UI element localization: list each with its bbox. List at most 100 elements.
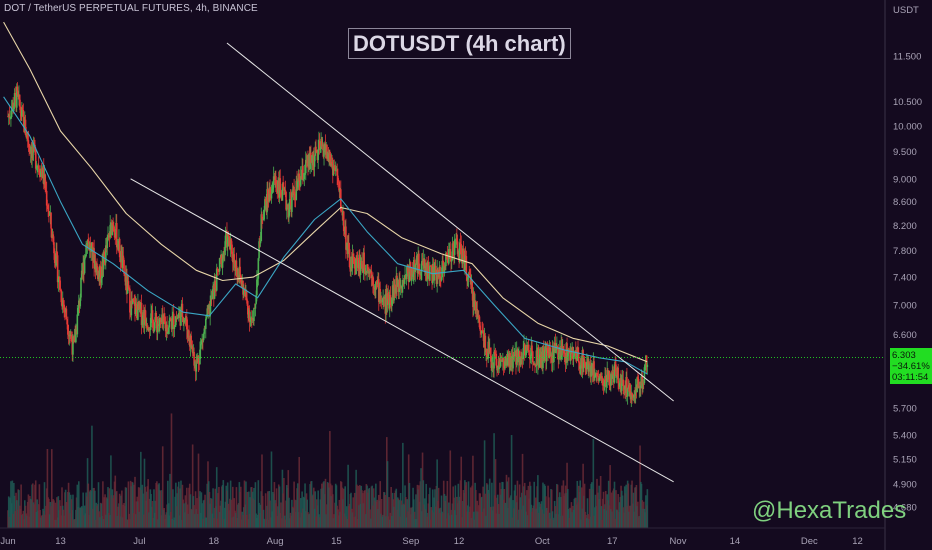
candle-body [272, 176, 275, 184]
candle-body [270, 193, 273, 199]
price-tick-label: 10.500 [893, 97, 922, 108]
candle-body [180, 307, 182, 326]
candle-body [45, 190, 48, 206]
volume-bar [298, 456, 301, 528]
candle-body [283, 187, 285, 191]
candle-body [543, 350, 546, 361]
candle-body [319, 148, 322, 150]
volume-bar [347, 464, 349, 528]
volume-bar [222, 480, 225, 528]
candle-body [8, 114, 11, 118]
volume-bar [482, 486, 484, 528]
candle-body [249, 319, 252, 322]
candle-body [35, 167, 38, 169]
volume-bar [275, 488, 278, 528]
candle-body [26, 132, 29, 141]
candle-body [261, 218, 264, 220]
candle-body [62, 300, 65, 305]
candle-body [342, 211, 345, 232]
candle-body [562, 346, 565, 351]
candle-body [206, 308, 209, 317]
candle-body [93, 248, 95, 269]
volume-bar [494, 459, 497, 528]
candle-body [50, 212, 52, 229]
candle-body [484, 335, 487, 352]
candle-body [57, 279, 60, 283]
volume-bar [91, 425, 93, 528]
volume-bar [156, 481, 158, 528]
volume-bar [448, 502, 450, 528]
time-tick-label: Dec [801, 536, 818, 547]
volume-bar [422, 480, 425, 528]
candle-body [604, 376, 607, 387]
volume-bar [465, 482, 468, 528]
candle-body [47, 207, 49, 212]
candle-body [449, 248, 452, 260]
price-tick-label: 6.600 [893, 330, 917, 341]
candle-body [197, 356, 200, 363]
candle-body [450, 260, 453, 262]
candle-body [608, 370, 611, 386]
candle-body [239, 266, 241, 275]
candle-body [313, 155, 316, 167]
volume-bar [510, 435, 513, 528]
candle-body [106, 237, 109, 249]
volume-bar [270, 451, 273, 528]
candle-body [113, 228, 116, 238]
volume-bar [609, 465, 611, 528]
bar-countdown: 03:11:54 [892, 372, 929, 383]
candle-body [140, 303, 143, 325]
candle-body [255, 295, 257, 304]
candle-body [167, 327, 170, 333]
candle-body [516, 349, 519, 363]
last-price-value: 6.303 [892, 350, 916, 361]
time-tick-label: Jun [0, 536, 15, 547]
candle-body [172, 313, 175, 330]
candle-body [213, 280, 216, 299]
candle-body [145, 319, 147, 326]
candle-body [436, 269, 438, 284]
volume-bar [134, 476, 136, 528]
volume-bar [210, 498, 213, 528]
candle-body [522, 348, 525, 360]
candle-body [202, 333, 205, 341]
candle-body [588, 363, 590, 372]
candle-body [63, 304, 65, 309]
volume-bar [231, 486, 234, 528]
candle-body [248, 310, 251, 322]
candle-body [524, 354, 527, 356]
candle-body [375, 281, 377, 290]
candle-body [394, 284, 396, 288]
moving-averages [3, 21, 648, 375]
candle-body [502, 357, 505, 368]
volume-bar [548, 497, 550, 528]
candle-body [242, 288, 245, 295]
candle-body [590, 366, 592, 377]
volume-bar [542, 482, 544, 528]
volume-bar [380, 498, 383, 528]
candle-body [199, 349, 201, 365]
candle-body [216, 268, 219, 270]
candle-body [615, 375, 618, 377]
candle-body [66, 319, 68, 325]
candle-body [353, 258, 356, 269]
candle-body [50, 228, 53, 238]
candle-body [240, 274, 242, 281]
candle-body [488, 341, 490, 353]
volume-bar [278, 486, 281, 528]
trendlines [130, 42, 674, 483]
candle-body [610, 374, 612, 386]
candle-body [500, 359, 503, 362]
candle-body [233, 254, 236, 264]
candle-body [100, 278, 103, 283]
candle-body [553, 348, 555, 362]
time-tick-label: Nov [670, 536, 687, 547]
candle-body [629, 385, 631, 391]
candle-body [135, 303, 138, 309]
candle-body [434, 265, 437, 275]
candle-body [107, 235, 109, 238]
volume-bar [475, 489, 477, 528]
candle-body [289, 199, 292, 201]
